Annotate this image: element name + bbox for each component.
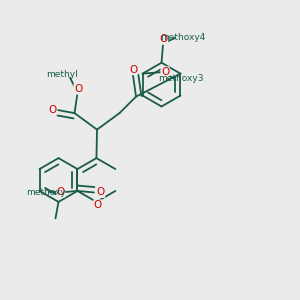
Text: methyl: methyl	[46, 70, 77, 79]
Text: O: O	[96, 188, 105, 197]
Text: O: O	[161, 67, 169, 77]
Text: O: O	[49, 105, 57, 115]
Text: methoxy: methoxy	[26, 188, 66, 197]
Text: O: O	[56, 187, 65, 197]
Text: methoxy3: methoxy3	[158, 74, 204, 82]
Text: O: O	[129, 64, 137, 75]
Text: O: O	[74, 84, 82, 94]
Text: methoxy4: methoxy4	[160, 33, 205, 42]
Text: O: O	[94, 200, 102, 210]
Text: O: O	[160, 34, 168, 44]
